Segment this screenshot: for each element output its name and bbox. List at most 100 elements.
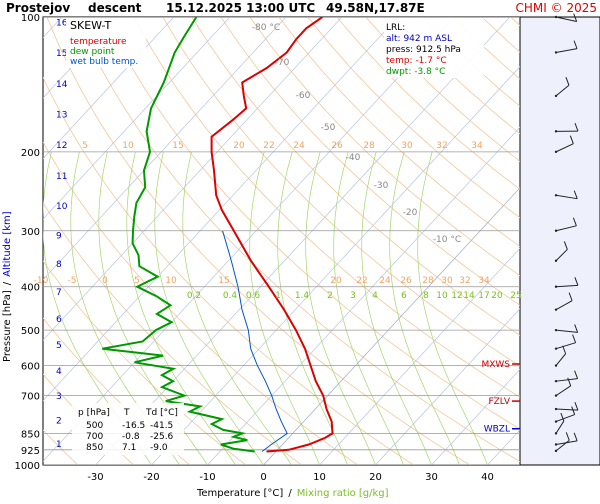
dry-adiabat-label: -30	[374, 181, 389, 191]
marker-mxws-label: MXWS	[481, 360, 510, 370]
mixing-ratio-label: 0	[102, 276, 108, 286]
y-axis-title-sep: /	[2, 281, 13, 285]
wind-barb-dot	[555, 408, 557, 410]
mixing-ratio-label: 26	[400, 276, 412, 286]
altitude-tick-label: 2	[56, 416, 62, 426]
wind-barb-dot	[555, 347, 557, 349]
mixing-ratio-label: 34	[478, 276, 490, 286]
wind-barb-dot	[555, 16, 557, 18]
header-coords: 49.58N,17.87E	[326, 1, 425, 15]
mixing-ratio-label: 2	[327, 291, 333, 301]
mixing-ratio-label: 32	[436, 141, 447, 151]
dry-adiabat-label: -80 °C	[252, 23, 280, 33]
marker-wbzl-label: WBZL	[484, 425, 510, 435]
y-tick-label: 300	[21, 227, 40, 238]
mixing-ratio-label: 1.4	[295, 291, 310, 301]
wind-barb-dot	[555, 230, 557, 232]
x-tick-label: 10	[313, 472, 326, 483]
table-header-t: T	[123, 408, 130, 418]
wind-barb-dot	[555, 380, 557, 382]
wind-barb-dot	[555, 51, 557, 53]
mixing-ratio-label: 1	[275, 291, 281, 301]
mixing-ratio-label: 34	[471, 141, 483, 151]
mixing-ratio-label: 0.2	[187, 291, 201, 301]
wind-barb-dot	[555, 194, 557, 196]
mixing-ratio-label: 15	[172, 141, 183, 151]
x-tick-label: 0	[260, 472, 266, 483]
mixing-ratio-label: 20	[233, 141, 245, 151]
y-tick-label: 500	[21, 326, 40, 337]
table-cell: 500	[86, 421, 103, 431]
y-tick-label: 700	[21, 392, 40, 403]
y-tick-label: 600	[21, 362, 40, 373]
dry-adiabat-label: -20	[403, 208, 418, 218]
y-tick-label: 850	[21, 429, 40, 440]
wind-barb-dot	[555, 432, 557, 434]
mixing-ratio-label: 28	[363, 141, 375, 151]
wind-barb-dot	[555, 260, 557, 262]
x-axis-title-temp: Temperature [°C]	[196, 488, 283, 499]
altitude-tick-label: 15	[56, 49, 67, 59]
wind-barb-panel	[520, 17, 600, 465]
dry-adiabat-label: -50	[321, 123, 336, 133]
table-cell: -16.5	[122, 421, 145, 431]
y-tick-label: 200	[21, 148, 40, 159]
mixing-ratio-label: 5	[134, 276, 140, 286]
table-cell: 850	[86, 443, 103, 453]
mixing-ratio-label: 30	[401, 141, 413, 151]
wind-barb-dot	[555, 443, 557, 445]
marker-fzlv-label: FZLV	[488, 397, 510, 407]
x-axis-title-sep: /	[288, 488, 292, 499]
mixing-ratio-label: 24	[293, 141, 305, 151]
wind-barb-dot	[555, 286, 557, 288]
mixing-ratio-label: 28	[422, 276, 434, 286]
table-cell: 7.1	[122, 443, 136, 453]
mixing-ratio-label: 15	[218, 276, 229, 286]
wind-barb-dot	[555, 394, 557, 396]
x-tick-label: -30	[87, 472, 103, 483]
mixing-ratio-label: 22	[263, 141, 274, 151]
table-header-td: Td [°C]	[145, 408, 178, 418]
header-mode: descent	[88, 1, 142, 15]
mixing-ratio-label: 26	[331, 141, 343, 151]
table-cell: 700	[86, 432, 103, 442]
altitude-tick-label: 14	[56, 80, 68, 90]
lrl-alt: alt: 942 m ASL	[386, 34, 452, 44]
lrl-press: press: 912.5 hPa	[386, 45, 461, 55]
header-datetime: 15.12.2025 13:00 UTC	[166, 1, 315, 15]
x-tick-label: 40	[481, 472, 494, 483]
altitude-tick-label: 9	[56, 232, 62, 242]
legend-temperature: temperature	[70, 37, 127, 47]
dry-adiabat-label: -10 °C	[433, 235, 461, 245]
mixing-ratio-label: 14	[463, 291, 475, 301]
altitude-tick-label: 11	[56, 172, 67, 182]
mixing-ratio-label: -10	[34, 276, 49, 286]
mixing-ratio-label: 20	[330, 276, 342, 286]
table-cell: -9.0	[150, 443, 168, 453]
mixing-ratio-label: 10	[165, 276, 177, 286]
altitude-tick-label: 7	[56, 288, 62, 298]
mixing-ratio-label: 3	[350, 291, 356, 301]
mixing-ratio-label: 12	[451, 291, 462, 301]
lrl-title: LRL:	[386, 23, 405, 33]
altitude-tick-label: 1	[56, 440, 62, 450]
legend-dew-point: dew point	[70, 47, 115, 57]
mixing-ratio-label: 8	[423, 291, 429, 301]
legend-title: SKEW-T	[70, 19, 112, 32]
dry-adiabat-label: -70	[275, 58, 290, 68]
wind-barb-dot	[555, 151, 557, 153]
wind-barb-dot	[555, 420, 557, 422]
x-axis-title-mix: Mixing ratio [g/kg]	[297, 488, 389, 499]
legend-wet-bulb: wet bulb temp.	[70, 57, 138, 67]
mixing-ratio-label: 32	[459, 276, 470, 286]
mixing-ratio-label: -5	[68, 276, 77, 286]
mixing-ratio-label: 17	[478, 291, 489, 301]
header-station: Prostejov	[6, 1, 70, 15]
mixing-ratio-label: 22	[356, 276, 367, 286]
lrl-dwpt: dwpt: -3.8 °C	[386, 67, 445, 77]
mixing-ratio-label: 4	[372, 291, 378, 301]
mixing-ratio-label: 30	[441, 276, 453, 286]
y-axis-title-pressure: Pressure [hPa]	[2, 290, 13, 362]
